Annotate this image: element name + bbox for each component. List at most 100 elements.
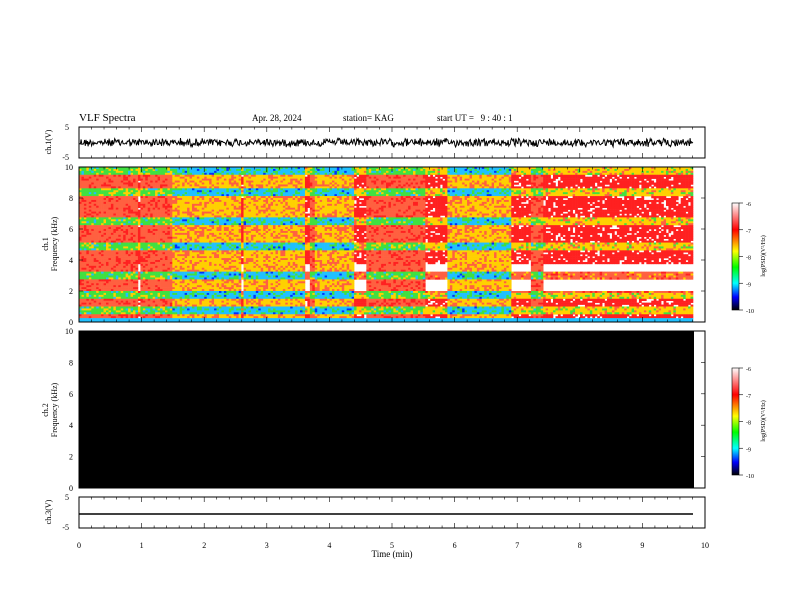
- spectrogram-cell: [190, 303, 193, 305]
- spectrogram-cell: [94, 281, 97, 283]
- spectrogram-cell: [160, 266, 163, 268]
- spectrogram-cell: [177, 215, 180, 217]
- spectrogram-cell: [177, 212, 180, 214]
- spectrogram-cell: [177, 194, 180, 196]
- spectrogram-cell: [207, 287, 210, 289]
- spectrogram-cell: [214, 308, 217, 310]
- spectrogram-cell: [99, 318, 102, 320]
- spectrogram-cell: [123, 256, 126, 258]
- spectrogram-cell: [148, 256, 151, 258]
- spectrogram-cell: [101, 281, 104, 283]
- spectrogram-cell: [143, 262, 146, 264]
- spectrogram-cell: [138, 246, 141, 248]
- spectrogram-cell: [219, 208, 222, 210]
- spectrogram-cell: [126, 233, 129, 235]
- spectrogram-cell: [197, 171, 200, 173]
- spectrogram-cell: [209, 305, 212, 307]
- spectrogram-cell: [145, 181, 148, 183]
- spectrogram-cell: [86, 299, 89, 301]
- spectrogram-cell: [123, 279, 126, 281]
- spectrogram-cell: [89, 268, 92, 270]
- spectrogram-cell: [113, 291, 116, 293]
- spectrogram-cell: [81, 245, 84, 247]
- spectrogram-cell: [131, 188, 134, 190]
- spectrogram-cell: [199, 301, 202, 303]
- spectrogram-cell: [170, 245, 173, 247]
- spectrogram-cell: [140, 186, 143, 188]
- spectrogram-cell: [135, 270, 138, 272]
- spectrogram-cell: [202, 223, 205, 225]
- spectrogram-cell: [226, 318, 229, 320]
- spectrogram-cell: [217, 316, 220, 318]
- spectrogram-cell: [121, 173, 124, 175]
- spectrogram-cell: [204, 248, 207, 250]
- spectrogram-cell: [192, 198, 195, 200]
- spectrogram-cell: [128, 214, 131, 216]
- spectrogram-cell: [113, 318, 116, 320]
- spectrogram-cell: [101, 283, 104, 285]
- spectrogram-cell: [167, 305, 170, 307]
- spectrogram-cell: [135, 277, 138, 279]
- spectrogram-cell: [131, 310, 134, 312]
- spectrogram-cell: [158, 310, 161, 312]
- spectrogram-cell: [190, 316, 193, 318]
- spectrogram-cell: [96, 210, 99, 212]
- spectrogram-cell: [175, 316, 178, 318]
- spectrogram-cell: [170, 285, 173, 287]
- spectrogram-cell: [116, 285, 119, 287]
- spectrogram-cell: [81, 293, 84, 295]
- spectrogram-cell: [221, 188, 224, 190]
- spectrogram-cell: [155, 241, 158, 243]
- spectrogram-cell: [111, 194, 114, 196]
- spectrogram-cell: [148, 221, 151, 223]
- spectrogram-cell: [221, 184, 224, 186]
- spectrogram-cell: [172, 276, 175, 278]
- spectrogram-cell: [135, 283, 138, 285]
- spectrogram-cell: [89, 219, 92, 221]
- spectrogram-cell: [221, 202, 224, 204]
- spectrogram-cell: [155, 256, 158, 258]
- spectrogram-cell: [135, 254, 138, 256]
- spectrogram-cell: [163, 237, 166, 239]
- spectrogram-cell: [148, 171, 151, 173]
- spectrogram-cell: [192, 241, 195, 243]
- spectrogram-cell: [204, 237, 207, 239]
- spectrogram-cell: [224, 252, 227, 254]
- spectrogram-cell: [133, 219, 136, 221]
- spectrogram-cell: [143, 186, 146, 188]
- spectrogram-cell: [187, 264, 190, 266]
- spectrogram-cell: [113, 285, 116, 287]
- spectrogram-cell: [212, 215, 215, 217]
- spectrogram-cell: [84, 254, 87, 256]
- spectrogram-cell: [158, 198, 161, 200]
- spectrogram-cell: [172, 204, 175, 206]
- spectrogram-cell: [94, 289, 97, 291]
- spectrogram-cell: [118, 181, 121, 183]
- spectrogram-cell: [116, 177, 119, 179]
- spectrogram-cell: [155, 184, 158, 186]
- spectrogram-cell: [170, 310, 173, 312]
- spectrogram-cell: [133, 245, 136, 247]
- spectrogram-cell: [221, 260, 224, 262]
- spectrogram-cell: [165, 177, 168, 179]
- spectrogram-cell: [207, 281, 210, 283]
- spectrogram-cell: [226, 279, 229, 281]
- spectrogram-cell: [121, 256, 124, 258]
- spectrogram-cell: [153, 235, 156, 237]
- spectrogram-cell: [99, 231, 102, 233]
- spectrogram-cell: [89, 196, 92, 198]
- spectrogram-cell: [111, 291, 114, 293]
- spectrogram-cell: [224, 206, 227, 208]
- spectrogram-cell: [190, 274, 193, 276]
- spectrogram-cell: [113, 188, 116, 190]
- spectrogram-cell: [135, 264, 138, 266]
- spectrogram-cell: [133, 268, 136, 270]
- spectrogram-cell: [217, 202, 220, 204]
- spectrogram-cell: [175, 219, 178, 221]
- spectrogram-cell: [116, 241, 119, 243]
- spectrogram-cell: [140, 303, 143, 305]
- spectrogram-cell: [197, 184, 200, 186]
- spectrogram-cell: [160, 210, 163, 212]
- spectrogram-cell: [86, 312, 89, 314]
- spectrogram-cell: [219, 250, 222, 252]
